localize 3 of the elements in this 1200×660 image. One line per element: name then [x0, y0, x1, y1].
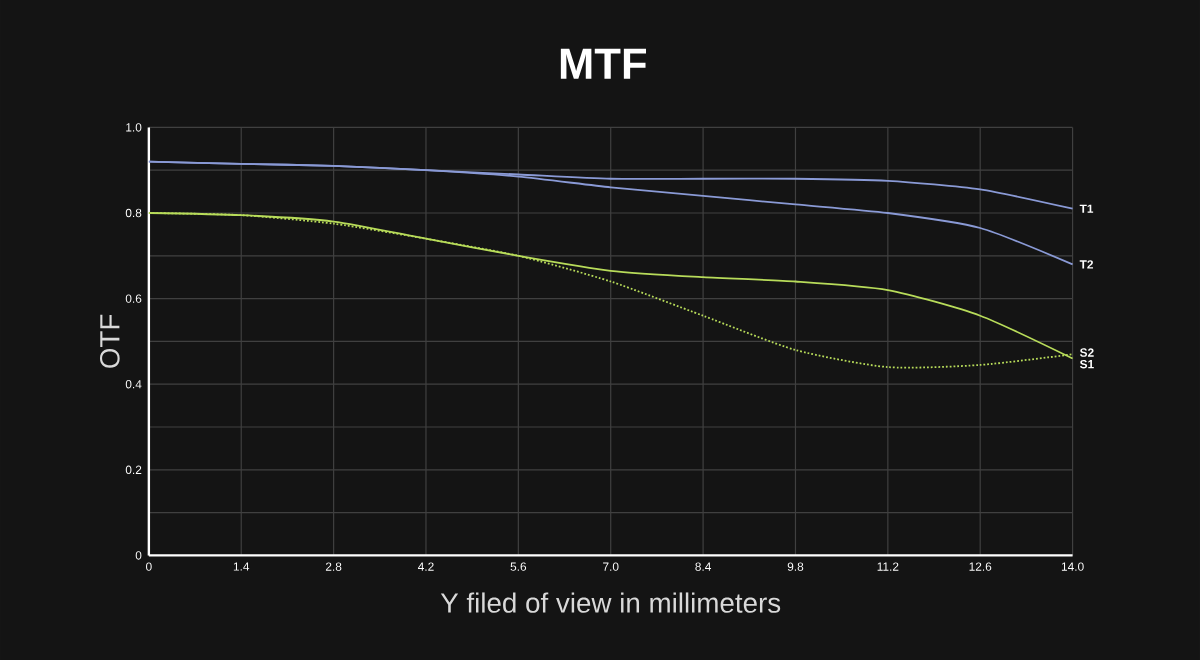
y-axis-title: OTF: [99, 314, 120, 368]
chart-title: MTF: [560, 48, 647, 79]
x-axis-title: Y filed of view in millimeters: [440, 591, 781, 613]
